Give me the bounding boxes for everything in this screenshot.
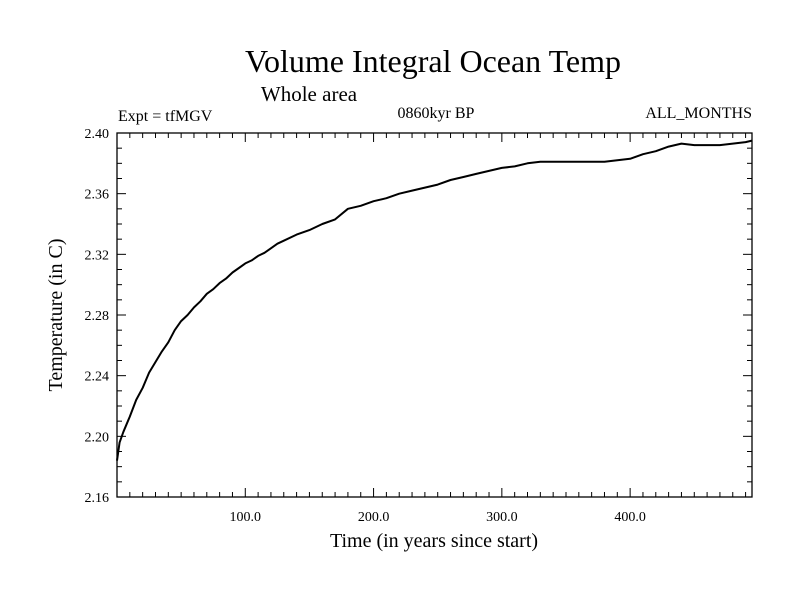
y-tick-label: 2.28: [85, 309, 110, 324]
y-tick-label: 2.24: [85, 370, 110, 385]
y-tick-label: 2.20: [85, 430, 110, 445]
x-tick-label: 200.0: [358, 510, 390, 525]
y-tick-label: 2.16: [85, 491, 110, 506]
chart-title: Volume Integral Ocean Temp: [245, 43, 621, 79]
months-label: ALL_MONTHS: [645, 105, 752, 122]
period-label: 0860kyr BP: [398, 105, 475, 122]
x-tick-label: 400.0: [614, 510, 646, 525]
x-axis-label: Time (in years since start): [330, 530, 538, 552]
y-tick-label: 2.32: [85, 248, 110, 263]
x-tick-label: 100.0: [230, 510, 262, 525]
plot-frame: [116, 132, 753, 498]
y-tick-label: 2.36: [85, 188, 110, 203]
y-tick-label: 2.40: [85, 127, 110, 142]
series-line: [116, 139, 753, 461]
axis-ticks: [117, 133, 752, 497]
axis-tick-labels: 100.0 200.0 300.0 400.0 2.16 2.20 2.24 2.28 2.32…: [85, 127, 646, 525]
y-axis-label: Temperature (in C): [45, 239, 67, 392]
x-tick-label: 300.0: [486, 510, 518, 525]
chart-subtitle: Whole area: [261, 82, 358, 106]
expt-label: Expt = tfMGV: [118, 108, 213, 125]
